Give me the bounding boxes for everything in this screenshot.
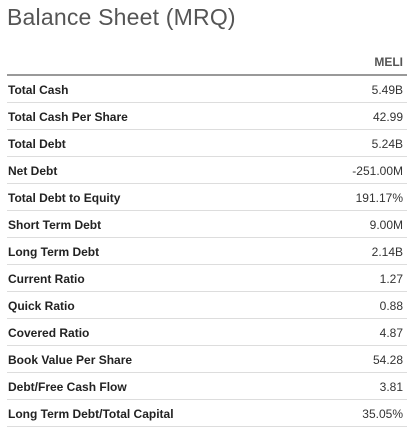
table-row: Current Ratio 1.27	[7, 265, 407, 292]
table-row: Book Value Per Share 54.28	[7, 346, 407, 373]
table-row: Total Debt to Equity 191.17%	[7, 184, 407, 211]
table-row: Total Cash Per Share 42.99	[7, 103, 407, 130]
table-row: Long Term Debt/Total Capital 35.05%	[7, 400, 407, 427]
row-label: Quick Ratio	[8, 299, 75, 313]
row-label: Long Term Debt	[8, 245, 100, 259]
table-row: Total Cash 5.49B	[7, 76, 407, 103]
balance-sheet-table: MELI Total Cash 5.49B Total Cash Per Sha…	[7, 46, 407, 427]
row-value: 35.05%	[362, 407, 403, 421]
row-label: Total Cash	[8, 83, 69, 97]
row-value: 4.87	[379, 326, 403, 340]
row-value: 5.24B	[371, 137, 403, 151]
table-row: Total Debt 5.24B	[7, 130, 407, 157]
row-value: 1.27	[379, 272, 403, 286]
row-label: Debt/Free Cash Flow	[8, 380, 127, 394]
table-row: Covered Ratio 4.87	[7, 319, 407, 346]
table-row: Short Term Debt 9.00M	[7, 211, 407, 238]
table-row: Long Term Debt 2.14B	[7, 238, 407, 265]
page-title: Balance Sheet (MRQ)	[7, 4, 236, 30]
row-value: 3.81	[379, 380, 403, 394]
row-label: Long Term Debt/Total Capital	[8, 407, 174, 421]
row-label: Book Value Per Share	[8, 353, 133, 367]
table-row: Quick Ratio 0.88	[7, 292, 407, 319]
table-row: Debt/Free Cash Flow 3.81	[7, 373, 407, 400]
row-label: Short Term Debt	[8, 218, 102, 232]
table-header-row: MELI	[7, 46, 407, 76]
row-value: 42.99	[372, 110, 403, 124]
row-label: Covered Ratio	[8, 326, 90, 340]
row-value: 191.17%	[355, 191, 403, 205]
column-header-ticker: MELI	[374, 55, 403, 69]
row-value: 2.14B	[371, 245, 403, 259]
row-label: Total Debt to Equity	[8, 191, 121, 205]
row-value: 5.49B	[371, 83, 403, 97]
row-label: Total Debt	[8, 137, 66, 151]
table-row: Net Debt -251.00M	[7, 157, 407, 184]
row-value: 54.28	[372, 353, 403, 367]
row-label: Net Debt	[8, 164, 58, 178]
row-label: Total Cash Per Share	[8, 110, 128, 124]
row-label: Current Ratio	[8, 272, 85, 286]
row-value: -251.00M	[352, 164, 403, 178]
row-value: 0.88	[379, 299, 403, 313]
row-value: 9.00M	[369, 218, 403, 232]
